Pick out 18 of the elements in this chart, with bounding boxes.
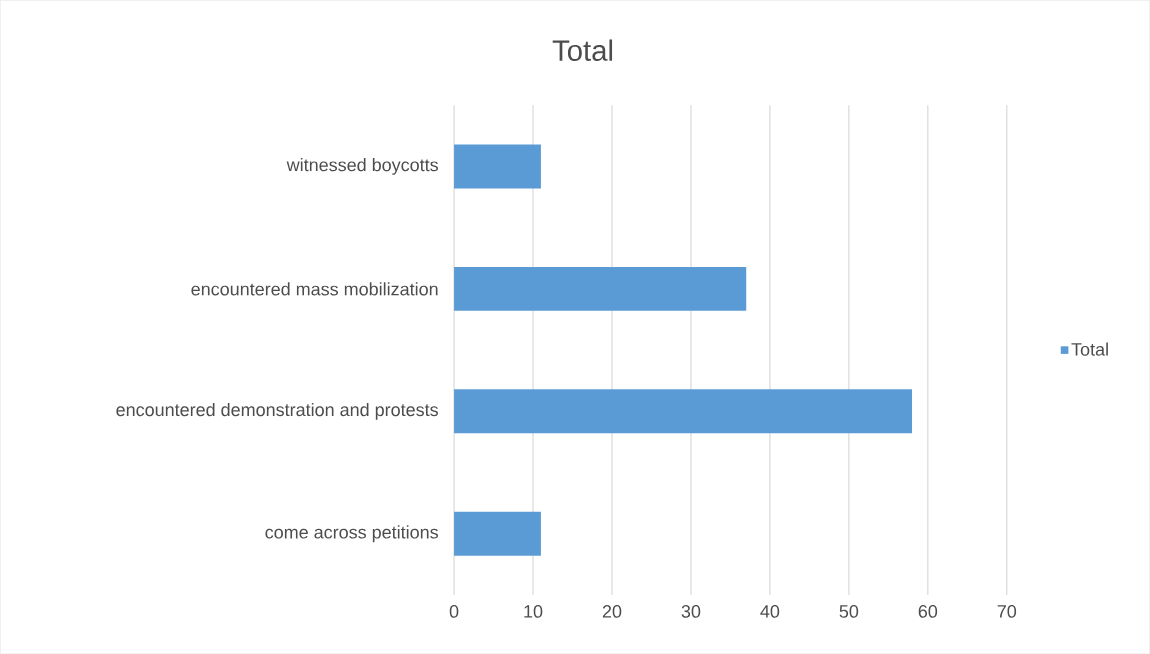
y-tick-label: encountered demonstration and protests (116, 402, 438, 420)
y-tick-label: encountered mass mobilization (191, 282, 438, 296)
x-tick-label: 0 (449, 604, 459, 618)
y-tick-label: come across petitions (265, 525, 438, 543)
bar (454, 144, 541, 189)
x-tick-label: 60 (918, 604, 938, 618)
bar (454, 389, 913, 434)
legend-label: Total (1071, 342, 1108, 356)
x-tick-label: 30 (681, 604, 701, 618)
bar (454, 266, 747, 311)
x-tick-label: 40 (760, 604, 780, 618)
chart-title: Total (552, 39, 613, 61)
y-tick-label: witnessed boycotts (286, 157, 438, 175)
bar (454, 511, 541, 556)
x-tick-label: 10 (524, 604, 543, 618)
x-tick-label: 70 (997, 604, 1017, 618)
x-tick-label: 50 (839, 604, 859, 618)
x-tick-label: 20 (602, 604, 622, 618)
